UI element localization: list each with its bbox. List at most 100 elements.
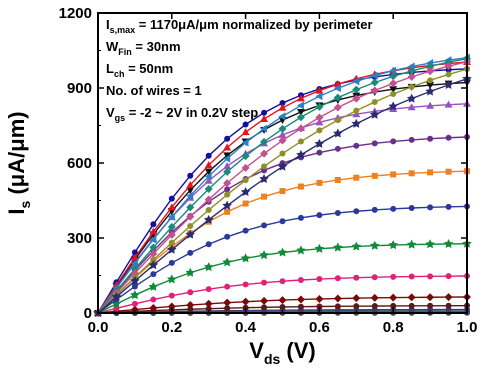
data-point xyxy=(297,124,305,132)
annotation-line: Vgs = -2 ~ 2V in 0.2V step xyxy=(106,105,258,123)
data-point xyxy=(389,79,397,87)
data-point xyxy=(280,304,286,310)
data-point xyxy=(425,86,435,95)
data-point xyxy=(261,194,267,200)
data-point xyxy=(224,234,230,240)
data-point xyxy=(297,295,305,303)
data-point xyxy=(446,204,452,210)
data-point xyxy=(372,140,378,146)
data-point xyxy=(224,186,230,192)
data-point xyxy=(353,275,359,281)
data-point xyxy=(259,250,269,259)
data-point xyxy=(224,284,230,290)
data-point xyxy=(279,296,287,304)
data-point xyxy=(426,293,434,301)
data-point xyxy=(333,243,343,252)
data-point xyxy=(243,281,249,287)
data-point xyxy=(407,240,417,249)
data-point xyxy=(204,262,214,271)
data-point xyxy=(446,303,452,309)
data-point xyxy=(280,218,286,224)
data-point xyxy=(187,223,193,229)
data-point xyxy=(352,241,362,250)
data-point xyxy=(261,110,267,116)
data-point xyxy=(280,188,286,194)
data-point xyxy=(315,113,323,121)
data-point xyxy=(149,282,159,291)
data-point xyxy=(224,192,230,198)
data-point xyxy=(261,222,267,228)
data-point xyxy=(390,138,396,144)
data-point xyxy=(243,201,249,207)
data-point xyxy=(372,99,378,105)
data-point xyxy=(446,273,452,279)
data-point xyxy=(390,91,396,97)
data-point xyxy=(408,293,416,301)
x-tick-label: 1.0 xyxy=(457,319,478,336)
data-point xyxy=(335,177,341,183)
data-point xyxy=(260,297,268,305)
data-point xyxy=(242,128,250,135)
data-point xyxy=(169,196,175,202)
data-point xyxy=(353,175,359,181)
data-point xyxy=(241,253,251,262)
annotation-line: Is,max = 1170μA/μm normalized by perimet… xyxy=(106,17,373,35)
data-point xyxy=(224,209,230,215)
data-point xyxy=(315,295,323,303)
data-point xyxy=(409,137,415,143)
data-point xyxy=(280,278,286,284)
data-point xyxy=(446,135,452,141)
annotation-line: Lch = 50nm xyxy=(106,61,173,79)
data-point xyxy=(150,221,156,227)
data-point xyxy=(296,245,306,254)
data-point xyxy=(371,79,379,87)
data-point xyxy=(407,94,417,103)
data-point xyxy=(427,136,433,142)
data-point xyxy=(390,171,396,177)
data-point xyxy=(427,204,433,210)
data-point xyxy=(261,163,267,169)
data-point xyxy=(334,104,342,112)
data-point xyxy=(316,212,322,218)
data-point xyxy=(390,274,396,280)
data-point xyxy=(187,173,193,179)
data-point xyxy=(243,177,249,183)
data-point xyxy=(409,303,415,309)
data-point xyxy=(425,239,435,248)
data-point xyxy=(372,303,378,309)
data-point xyxy=(132,301,138,307)
data-point xyxy=(335,146,341,152)
data-point xyxy=(315,244,325,253)
data-point xyxy=(333,128,343,137)
data-point xyxy=(243,228,249,234)
x-axis-title: Vds (V) xyxy=(249,338,315,367)
data-point xyxy=(169,293,175,299)
data-point xyxy=(335,275,341,281)
annotation-line: WFin = 30nm xyxy=(106,39,181,57)
x-tick-label: 0.8 xyxy=(383,319,404,336)
data-point xyxy=(371,87,379,95)
data-point xyxy=(353,143,359,149)
annotation-line: No. of wires = 1 xyxy=(106,83,202,98)
data-point xyxy=(409,170,415,176)
data-point xyxy=(409,84,415,90)
data-point xyxy=(445,293,453,301)
data-point xyxy=(206,153,212,159)
data-point xyxy=(444,239,454,248)
data-point xyxy=(409,205,415,211)
annotation-box: Is,max = 1170μA/μm normalized by perimet… xyxy=(106,17,373,123)
data-point xyxy=(370,241,380,250)
data-point xyxy=(408,73,416,81)
data-point xyxy=(427,77,433,83)
data-point xyxy=(223,299,231,307)
data-point xyxy=(446,71,452,77)
data-point xyxy=(352,294,360,302)
data-point xyxy=(187,250,193,256)
data-point xyxy=(205,300,213,308)
data-point xyxy=(224,136,230,142)
x-tick-label: 0.6 xyxy=(309,319,330,336)
data-point xyxy=(278,248,288,257)
data-point xyxy=(261,280,267,286)
y-tick-label: 300 xyxy=(67,230,92,247)
data-point xyxy=(352,119,362,128)
